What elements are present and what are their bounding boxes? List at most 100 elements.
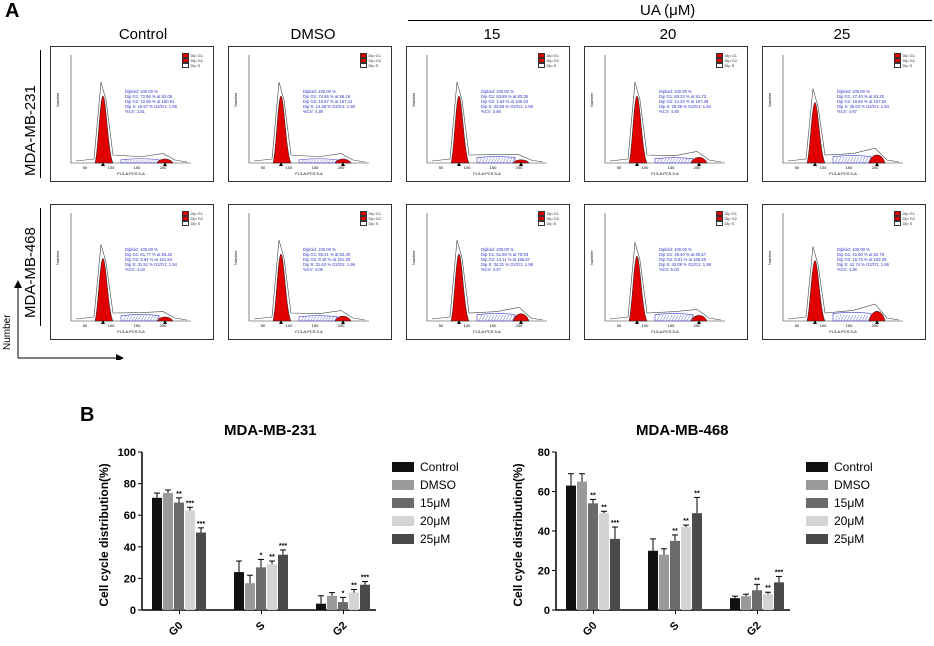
histogram-g2-peak xyxy=(868,154,886,164)
histogram-legend: Dip G1 Dip G2 Dip S xyxy=(181,53,203,68)
bar xyxy=(360,584,370,610)
panel-a-label: A xyxy=(5,0,20,22)
histogram-panel: 50 100 150 200 FL3-A:PCS 5-A Number Dip G1 Dip … xyxy=(584,46,748,182)
histogram-legend-text: Dip S xyxy=(902,221,913,226)
x-tick-label: S xyxy=(254,620,268,634)
y-tick-label: 20 xyxy=(124,573,136,585)
histogram-hatch xyxy=(128,159,133,164)
histogram-hatch xyxy=(656,314,661,322)
histogram-g1-peak xyxy=(272,253,292,322)
histogram-legend-swatch xyxy=(537,63,545,68)
histogram-hatch xyxy=(656,158,661,164)
histogram-y-label: Number xyxy=(233,250,238,265)
histogram-hatch xyxy=(137,315,142,322)
histogram-stats: Diploid: 100.00 % Dip G1: 63.69 % at 83.… xyxy=(481,89,533,114)
histogram-hatch xyxy=(490,157,495,164)
histogram-stats: Diploid: 100.00 % Dip G1: 60.21 % at 82.… xyxy=(303,247,355,272)
histogram-hatch xyxy=(511,314,516,322)
histogram-legend-text: Dip S xyxy=(724,221,735,226)
histogram-outline xyxy=(253,239,366,321)
significance-mark: ** xyxy=(269,554,275,561)
histogram-legend: Dip G1 Dip G2 Dip S xyxy=(359,211,381,226)
histogram-hatch xyxy=(306,159,311,164)
histogram-legend-swatch xyxy=(181,216,189,221)
bar xyxy=(234,572,244,610)
col-label-25: 25 xyxy=(833,26,851,43)
legend-swatch xyxy=(806,534,828,544)
legend-swatch xyxy=(806,516,828,526)
histogram-marker xyxy=(457,320,461,324)
histogram-hatch xyxy=(152,159,157,164)
histogram-legend-swatch xyxy=(359,53,367,58)
histogram-marker xyxy=(163,162,167,166)
histogram-x-tick: 200 xyxy=(694,165,701,170)
histogram-hatch xyxy=(309,159,314,164)
histogram-legend: Dip G1 Dip G2 Dip S xyxy=(715,53,737,68)
histogram-hatch xyxy=(143,315,148,322)
histogram-panel: 50 100 150 200 FL3-A:PCS 5-A Number Dip G1 Dip … xyxy=(584,204,748,340)
bar xyxy=(349,592,359,610)
x-tick-label: G2 xyxy=(745,620,764,639)
legend-label: DMSO xyxy=(834,478,870,492)
histogram-hatch xyxy=(478,157,483,164)
histogram-hatch xyxy=(662,158,667,164)
chart-title-231: MDA-MB-231 xyxy=(224,422,317,439)
histogram-legend-swatch xyxy=(893,211,901,216)
histogram-x-label: FL3-A:PCS 5-A xyxy=(473,171,501,176)
histogram-outline xyxy=(75,81,188,163)
histogram-hatch xyxy=(327,316,332,322)
histogram-legend-text: Dip G2 xyxy=(546,58,559,63)
histogram-hatch xyxy=(333,159,338,164)
histogram-hatch xyxy=(137,159,142,164)
bar xyxy=(681,527,691,610)
histogram-legend-swatch xyxy=(359,221,367,226)
histogram-g1-peak xyxy=(450,253,470,322)
histogram-s-region xyxy=(654,313,694,322)
histogram-legend-swatch xyxy=(715,211,723,216)
histogram-stats: Diploid: 100.00 % Dip G1: 47.40 % at 81.… xyxy=(837,89,889,114)
y-axis-label: Cell cycle distribution(%) xyxy=(511,463,525,606)
histogram-hatch xyxy=(300,316,305,322)
histogram-marker xyxy=(101,320,105,324)
histogram-hatch xyxy=(315,159,320,164)
histogram-stats: Diploid: 100.00 % Dip G1: 51.58 % at 79.… xyxy=(481,247,533,272)
histogram-g2-peak xyxy=(334,315,352,322)
histogram-hatch xyxy=(303,316,308,322)
bar xyxy=(267,564,277,610)
legend-swatch xyxy=(806,462,828,472)
histogram-legend-item: Dip G1 xyxy=(181,211,203,216)
y-tick-label: 100 xyxy=(118,447,136,459)
histogram-g1-peak xyxy=(450,95,470,164)
histogram-legend-item: Dip G2 xyxy=(537,58,559,63)
histogram-x-tick: 100 xyxy=(464,165,471,170)
histogram-legend-text: Dip G2 xyxy=(546,216,559,221)
histogram-hatch xyxy=(487,157,492,164)
histogram-plot: 50 100 150 200 FL3-A:PCS 5-A Number xyxy=(233,213,369,334)
histogram-hatch xyxy=(484,314,489,322)
histogram-hatch xyxy=(330,159,335,164)
histogram-legend-swatch xyxy=(359,211,367,216)
legend-label: 15μM xyxy=(834,496,864,510)
histogram-stats: Diploid: 100.00 % Dip G1: 72.56 % at 82.… xyxy=(125,89,177,114)
histogram-x-tick: 100 xyxy=(464,323,471,328)
significance-mark: *** xyxy=(611,520,619,527)
histogram-legend-item: Dip G2 xyxy=(715,216,737,221)
histogram-legend-swatch xyxy=(359,63,367,68)
bar-chart-mda-mb-468: Cell cycle distribution(%)020406080*****… xyxy=(511,447,873,639)
significance-mark: *** xyxy=(186,500,194,507)
histogram-x-tick: 150 xyxy=(312,165,319,170)
histogram-x-tick: 100 xyxy=(642,323,649,328)
histogram-hatch xyxy=(864,156,869,164)
histogram-legend-text: Dip G2 xyxy=(368,216,381,221)
histogram-plot: 50 100 150 200 FL3-A:PCS 5-A Number xyxy=(55,213,191,334)
bar xyxy=(741,596,751,610)
histogram-x-tick: 200 xyxy=(872,323,879,328)
histogram-plot: 50 100 150 200 FL3-A:PCS 5-A Number xyxy=(55,55,191,176)
histogram-x-tick: 150 xyxy=(134,323,141,328)
histogram-x-label: FL3-A:PCS 5-A xyxy=(473,329,501,334)
histogram-legend: Dip G1 Dip G2 Dip S xyxy=(893,53,915,68)
histogram-hatch xyxy=(849,314,854,322)
legend-label: 15μM xyxy=(420,496,450,510)
row-label-231: MDA-MB-231 xyxy=(22,85,39,176)
histogram-g2-peak xyxy=(512,313,530,322)
